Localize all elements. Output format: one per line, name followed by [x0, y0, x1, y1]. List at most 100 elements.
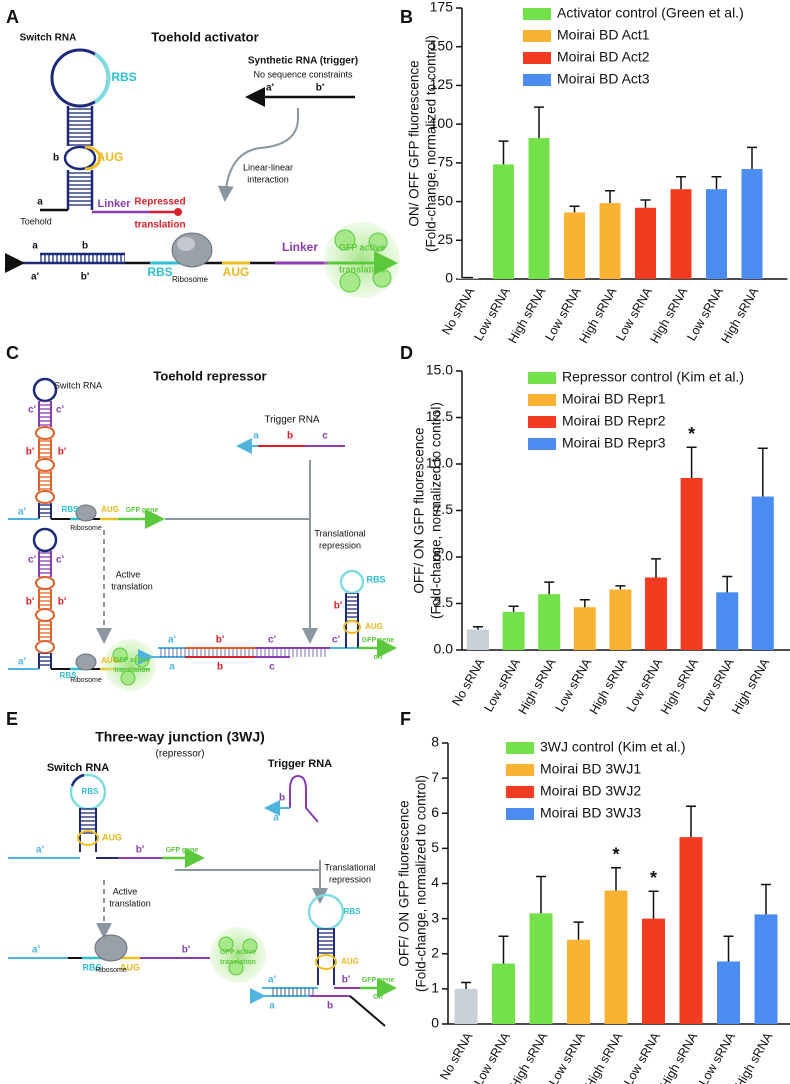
label: RBS [344, 907, 362, 916]
error-bar [615, 585, 626, 590]
label: Ribosome [95, 967, 127, 974]
y-tick-label: 175 [430, 0, 454, 15]
error-bar [723, 935, 734, 962]
label: b' [216, 635, 225, 646]
label: b' [26, 447, 35, 458]
label: Toehold [20, 216, 52, 226]
error-bar [611, 866, 621, 891]
legend-label: Repressor control (Kim et al.) [562, 369, 744, 385]
panel-letter: F [400, 709, 411, 729]
label: b' [58, 447, 67, 458]
error-bar [686, 805, 696, 838]
panel-letter: A [6, 7, 19, 27]
bar [529, 913, 553, 1024]
y-tick-label: 3 [431, 909, 439, 925]
legend-swatch [528, 372, 556, 384]
label: RBS [111, 70, 136, 84]
bar [680, 477, 703, 650]
y-tick-label: 5.0 [434, 548, 454, 564]
error-bar [461, 981, 471, 989]
label: b [82, 241, 88, 252]
label: Toehold activator [151, 29, 258, 44]
legend-swatch [506, 742, 534, 754]
x-tick-label: High sRNA [507, 1030, 550, 1084]
label: b [217, 662, 223, 673]
label: Switch RNA [20, 33, 77, 44]
error-bar [534, 106, 544, 139]
label: a [253, 431, 259, 442]
label: Toehold repressor [153, 368, 266, 383]
label: Active [113, 886, 138, 896]
y-axis-label: OFF/ ON GFP fluorescence [397, 800, 412, 966]
label: RBS [147, 265, 172, 279]
label: c' [28, 405, 36, 416]
label: GFP active [114, 657, 150, 664]
label: AUG [97, 150, 124, 164]
y-tick-label: 15.0 [426, 362, 453, 378]
bar [604, 890, 628, 1024]
legend-label: Moirai BD Act2 [557, 49, 650, 65]
label: a' [18, 507, 26, 518]
error-bar [711, 176, 722, 190]
label: a [37, 197, 43, 208]
y-tick-label: 12.5 [426, 408, 453, 424]
diagram-c [8, 377, 397, 691]
label: Synthetic RNA (trigger) [248, 56, 358, 67]
y-tick-label: 150 [430, 37, 454, 53]
label: AUG [101, 656, 119, 665]
bar [642, 918, 665, 1024]
legend-swatch [528, 394, 556, 406]
label: c [322, 431, 328, 442]
label: Linker [97, 198, 131, 210]
y-axis-label: (Fold-change, normalized to control) [429, 402, 444, 619]
bar [492, 963, 515, 1024]
label: c' [332, 635, 340, 646]
label: Off [373, 994, 384, 1001]
label: Linear-linear [243, 162, 293, 172]
bar [573, 607, 596, 650]
error-bar [605, 189, 615, 204]
panel-letter: C [6, 343, 19, 363]
label: RBS [366, 574, 385, 584]
label: repression [319, 540, 361, 550]
bar [670, 189, 692, 279]
y-tick-label: 5 [431, 839, 439, 855]
label: RBS [60, 671, 78, 680]
error-bar [747, 146, 757, 170]
label: GFP active [339, 242, 385, 252]
y-tick-label: 50 [437, 192, 453, 208]
legend-label: Moirai BD Act3 [557, 71, 650, 87]
label: (repressor) [156, 749, 205, 760]
error-bar [569, 205, 580, 213]
error-bar [761, 883, 771, 915]
label: a' [36, 845, 44, 856]
label: b' [81, 272, 90, 283]
panel-letter: E [6, 709, 18, 729]
x-tick-label: Low sRNA [621, 1030, 663, 1084]
label: translation [114, 667, 150, 674]
label: c [269, 662, 275, 673]
y-tick-label: 0 [431, 1015, 439, 1031]
label: b [287, 431, 293, 442]
bar [528, 138, 550, 279]
bar-chart: ON/ OFF GFP fluorescence (Fold-change, no… [407, 0, 788, 346]
label: a [169, 662, 175, 673]
bar [454, 988, 478, 1024]
x-tick-label: No sRNA [449, 656, 488, 709]
label: off [374, 654, 384, 661]
bar [679, 837, 703, 1024]
label: Three-way junction (3WJ) [95, 729, 265, 745]
label: repression [329, 874, 371, 884]
diagram-a-labels: Toehold activator Switch RNA RBS AUG b a… [20, 29, 386, 284]
panel-letter: D [400, 343, 413, 363]
bar [609, 589, 632, 650]
bar-chart: OFF/ ON GFP fluorescence (Fold-change, no… [397, 734, 790, 1084]
label: Ribosome [172, 275, 209, 284]
label: No sequence constraints [253, 69, 353, 79]
label: c' [56, 555, 64, 566]
y-tick-label: 10.0 [426, 455, 453, 471]
error-bar [536, 875, 546, 914]
legend-label: Activator control (Green et al.) [557, 5, 744, 21]
bar [717, 961, 740, 1024]
